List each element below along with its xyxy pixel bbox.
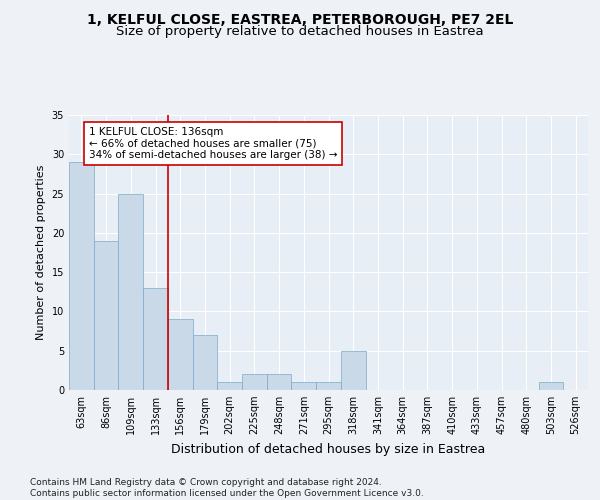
Bar bbox=[143, 288, 168, 390]
Bar bbox=[292, 382, 316, 390]
Bar bbox=[168, 320, 193, 390]
Bar bbox=[69, 162, 94, 390]
Bar bbox=[341, 350, 365, 390]
X-axis label: Distribution of detached houses by size in Eastrea: Distribution of detached houses by size … bbox=[172, 442, 485, 456]
Bar bbox=[242, 374, 267, 390]
Text: Size of property relative to detached houses in Eastrea: Size of property relative to detached ho… bbox=[116, 25, 484, 38]
Bar bbox=[267, 374, 292, 390]
Bar bbox=[217, 382, 242, 390]
Bar bbox=[118, 194, 143, 390]
Bar bbox=[316, 382, 341, 390]
Bar bbox=[539, 382, 563, 390]
Text: 1, KELFUL CLOSE, EASTREA, PETERBOROUGH, PE7 2EL: 1, KELFUL CLOSE, EASTREA, PETERBOROUGH, … bbox=[87, 12, 513, 26]
Bar bbox=[193, 335, 217, 390]
Y-axis label: Number of detached properties: Number of detached properties bbox=[36, 165, 46, 340]
Text: 1 KELFUL CLOSE: 136sqm
← 66% of detached houses are smaller (75)
34% of semi-det: 1 KELFUL CLOSE: 136sqm ← 66% of detached… bbox=[89, 127, 337, 160]
Text: Contains HM Land Registry data © Crown copyright and database right 2024.
Contai: Contains HM Land Registry data © Crown c… bbox=[30, 478, 424, 498]
Bar bbox=[94, 240, 118, 390]
